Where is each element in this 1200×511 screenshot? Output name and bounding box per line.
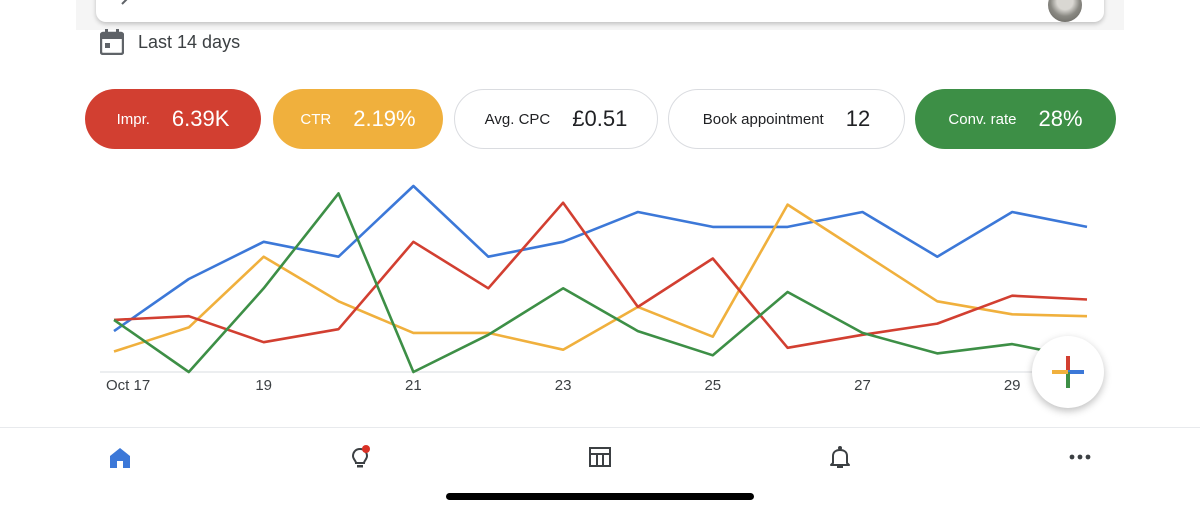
series-line-1 <box>113 203 1088 353</box>
metric-label: Avg. CPC <box>484 110 551 128</box>
home-icon <box>110 448 130 468</box>
x-tick-label: 27 <box>854 377 871 394</box>
series-line-0 <box>113 184 1088 333</box>
calendar-icon <box>100 29 124 55</box>
table-icon <box>589 447 611 467</box>
add-icon <box>1052 356 1084 388</box>
metric-chip-ctr[interactable]: CTR 2.19% <box>273 89 443 149</box>
search-icon[interactable] <box>120 0 136 8</box>
home-indicator <box>446 493 754 500</box>
date-range-label: Last 14 days <box>138 31 241 52</box>
date-range-selector[interactable]: Last 14 days <box>100 28 240 56</box>
x-tick-label: 25 <box>704 377 721 394</box>
performance-line-chart: Oct 17 19 21 23 25 27 29 <box>100 184 1090 394</box>
metric-chip-conv-rate[interactable]: Conv. rate 28% <box>915 89 1116 149</box>
x-tick-label: Oct 17 <box>106 377 150 394</box>
nav-notifications[interactable] <box>827 444 853 470</box>
series-line-3 <box>113 192 1088 374</box>
metric-chip-book-appointment[interactable]: Book appointment 12 <box>668 89 905 149</box>
search-bar[interactable] <box>96 0 1104 22</box>
metric-label: CTR <box>300 110 332 128</box>
x-tick-label: 19 <box>255 377 272 394</box>
bell-icon <box>830 446 850 468</box>
metric-label: Book appointment <box>702 110 824 128</box>
metric-value: 12 <box>845 106 871 131</box>
series-line-2 <box>113 201 1088 350</box>
metric-chip-impressions[interactable]: Impr. 6.39K <box>85 89 261 149</box>
nav-more[interactable] <box>1067 444 1093 470</box>
metric-label: Impr. <box>116 110 150 128</box>
metric-value: £0.51 <box>572 106 628 131</box>
x-tick-label: 21 <box>405 377 422 394</box>
metric-value: 6.39K <box>171 106 230 131</box>
add-fab-button[interactable] <box>1032 336 1104 408</box>
x-tick-label: 29 <box>1004 377 1021 394</box>
notification-dot <box>362 445 370 453</box>
x-tick-label: 23 <box>555 377 572 394</box>
metric-value: 2.19% <box>353 106 416 131</box>
more-icon <box>1069 454 1091 460</box>
nav-recommendations[interactable] <box>347 444 373 470</box>
nav-home[interactable] <box>107 444 133 470</box>
nav-campaigns[interactable] <box>587 444 613 470</box>
metric-value: 28% <box>1038 106 1083 131</box>
metric-chip-avg-cpc[interactable]: Avg. CPC £0.51 <box>454 89 658 149</box>
lightbulb-icon <box>351 445 370 468</box>
avatar[interactable] <box>1048 0 1082 22</box>
metric-label: Conv. rate <box>948 110 1017 128</box>
